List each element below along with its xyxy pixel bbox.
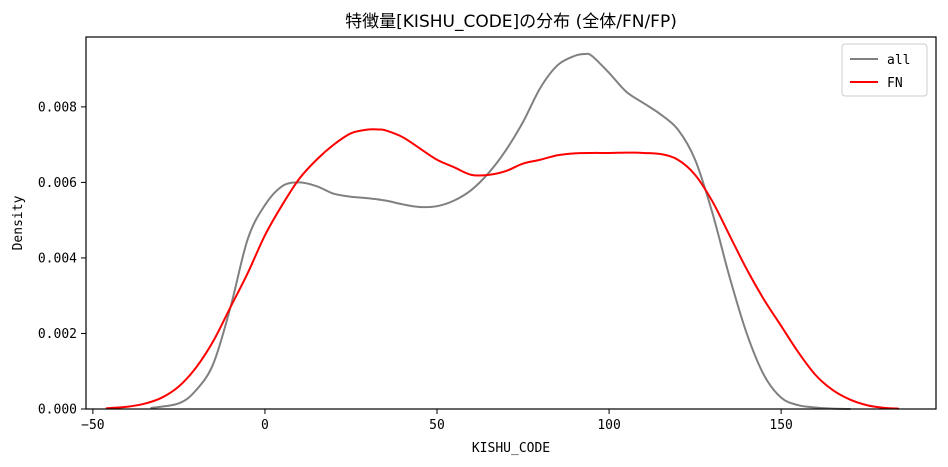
legend-box <box>841 43 928 97</box>
legend-label-all: all <box>887 53 910 68</box>
x-axis-label: KISHU_CODE <box>472 441 550 456</box>
legend: all FN <box>841 43 928 97</box>
y-tick-label: 0.000 <box>38 403 77 418</box>
x-axis: −50 0 50 100 150 <box>81 409 793 433</box>
legend-label-fn: FN <box>887 76 903 91</box>
y-tick-label: 0.002 <box>38 327 77 342</box>
series-line-fn <box>105 128 900 410</box>
y-tick-label: 0.004 <box>38 251 77 266</box>
y-axis: 0.000 0.002 0.004 0.006 0.008 <box>38 100 86 418</box>
series-line-all <box>150 52 851 410</box>
chart-title: 特徴量[KISHU_CODE]の分布 (全体/FN/FP) <box>345 12 677 32</box>
plot-frame <box>85 36 937 410</box>
x-tick-label: 50 <box>429 418 445 433</box>
x-tick-label: 100 <box>597 418 620 433</box>
x-tick-label: 0 <box>261 418 269 433</box>
y-tick-label: 0.008 <box>38 100 77 115</box>
plot-area <box>105 52 900 410</box>
y-tick-label: 0.006 <box>38 176 77 191</box>
x-tick-label: −50 <box>81 418 104 433</box>
y-axis-label: Density <box>11 195 26 250</box>
x-tick-label: 150 <box>769 418 792 433</box>
